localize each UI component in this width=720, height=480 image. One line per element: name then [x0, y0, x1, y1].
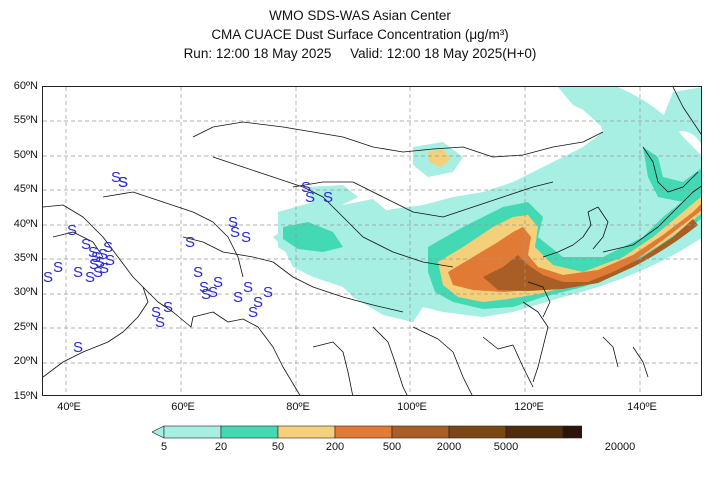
colorbar-label: 20000: [604, 441, 636, 453]
dust-marker-icon: S: [233, 289, 243, 306]
latitude-label: 35ºN: [13, 252, 38, 264]
dust-marker-icon: S: [213, 274, 223, 291]
dust-marker-icon: S: [323, 189, 333, 206]
dust-contour-20-west: [283, 222, 343, 252]
dust-marker-icon: S: [81, 236, 91, 253]
colorbar-label: 5: [160, 441, 168, 453]
dust-marker-icon: S: [241, 229, 251, 246]
dust-marker-icon: S: [67, 222, 77, 239]
colorbar: [152, 425, 582, 439]
latitude-label: 40ºN: [13, 217, 38, 230]
colorbar-segment: [220, 425, 279, 439]
title-line-3: Run: 12:00 18 May 2025 Valid: 12:00 18 M…: [183, 46, 537, 61]
dust-marker-icon: S: [103, 239, 113, 256]
latitude-label: 20ºN: [13, 355, 38, 368]
dust-marker-icon: S: [118, 174, 128, 191]
dust-marker-icon: S: [155, 314, 165, 331]
latitude-label: 60ºN: [13, 80, 38, 92]
dust-marker-icon: S: [263, 284, 273, 301]
dust-marker-icon: S: [99, 260, 109, 277]
dust-marker-icon: S: [230, 224, 240, 241]
dust-marker-icon: S: [105, 252, 115, 269]
dust-contour-5-small: [308, 185, 358, 207]
dust-marker-icon: S: [111, 169, 121, 186]
dust-marker-icon: S: [193, 264, 203, 281]
dust-marker-icon: S: [89, 256, 99, 273]
dust-marker-icon: S: [253, 294, 263, 311]
dust-marker-icon: S: [243, 279, 253, 296]
latitude-label: 30ºN: [13, 286, 38, 299]
longitude-label: 40ºE: [57, 401, 81, 413]
latitude-label: 50ºN: [13, 148, 38, 161]
colorbar-label: 50: [271, 441, 285, 453]
colorbar-lower-arrow: [152, 425, 165, 439]
latitude-label: 55ºN: [13, 114, 38, 127]
colorbar-segment: [391, 425, 450, 439]
colorbar-label: 20: [214, 441, 228, 453]
longitude-label: 60ºE: [171, 401, 195, 413]
colorbar-label: 5000: [493, 441, 519, 453]
dust-marker-icon: S: [53, 259, 63, 276]
title-line-2: CMA CUACE Dust Surface Concentration (μg…: [211, 27, 509, 42]
longitude-label: 100ºE: [397, 401, 427, 413]
colorbar-segment: [277, 425, 336, 439]
dust-marker-icon: S: [98, 246, 108, 263]
longitude-label: 120ºE: [514, 401, 544, 413]
dust-marker-icon: S: [91, 249, 101, 266]
colorbar-segment: [505, 425, 564, 439]
dust-marker-icon: S: [199, 279, 209, 296]
coastlines-and-borders: [43, 87, 701, 395]
dust-field: [273, 87, 701, 322]
dust-marker-icon: S: [201, 286, 211, 303]
dust-marker-icon: S: [163, 299, 173, 316]
colorbar-segment: [163, 425, 222, 439]
latitude-label: 45ºN: [13, 183, 38, 196]
dust-contour-500-core: [483, 219, 698, 291]
colorbar-label: 200: [325, 441, 345, 453]
colorbar-segment: [334, 425, 393, 439]
dust-marker-icon: S: [43, 269, 53, 286]
latitude-label: 25ºN: [13, 320, 38, 333]
dust-marker-icon: S: [208, 284, 218, 301]
colorbar-label: 2000: [436, 441, 462, 453]
longitude-label: 140ºE: [627, 401, 657, 413]
graticule: [43, 87, 701, 395]
colorbar-label: 500: [382, 441, 402, 453]
latitude-label: 15ºN: [13, 389, 38, 402]
dust-marker-icon: S: [248, 304, 258, 321]
dust-marker-icon: S: [305, 189, 315, 206]
dust-marker-icon: S: [93, 264, 103, 281]
dust-marker-icon: S: [73, 339, 83, 356]
dust-marker-icon: S: [185, 234, 195, 251]
dust-marker-icon: S: [88, 244, 98, 261]
dust-marker-icon: S: [228, 214, 238, 231]
dust-marker-icon: S: [73, 264, 83, 281]
colorbar-segment: [562, 425, 582, 439]
dust-marker-icon: S: [151, 304, 161, 321]
dust-contour-20-japan: [643, 147, 701, 202]
dust-marker-icon: S: [95, 254, 105, 271]
longitude-label: 80ºE: [286, 401, 310, 413]
title-line-1: WMO SDS-WAS Asian Center: [269, 8, 451, 23]
dust-marker-icon: S: [301, 179, 311, 196]
dust-contour-5-ne: [558, 87, 701, 144]
dust-marker-icon: S: [85, 269, 95, 286]
dust-contour-50-north: [428, 149, 451, 167]
colorbar-segment: [448, 425, 507, 439]
dust-marker-icon: S: [118, 174, 128, 191]
map-title-block: WMO SDS-WAS Asian Center CMA CUACE Dust …: [0, 6, 720, 63]
